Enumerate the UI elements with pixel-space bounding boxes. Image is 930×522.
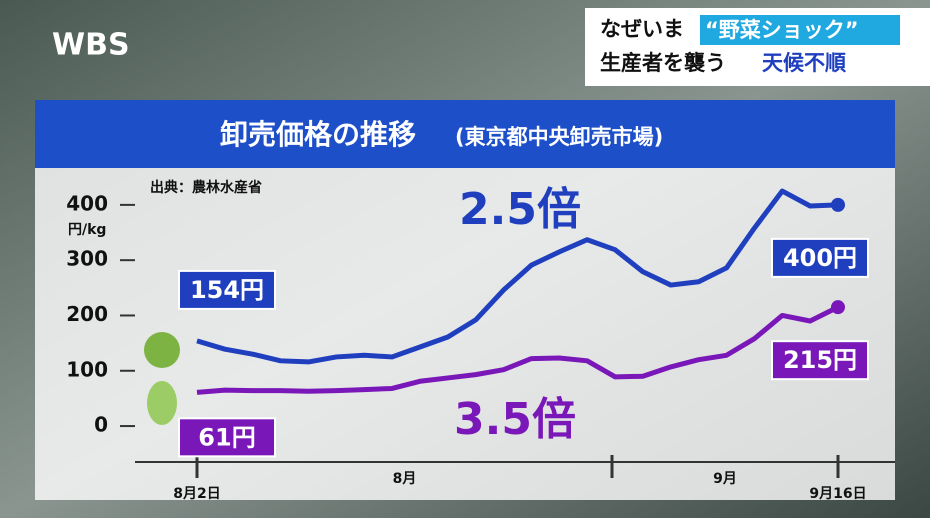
headline-highlight (700, 15, 900, 45)
value-label: 154円 (190, 276, 264, 304)
x-tick-label: 8月2日 (173, 486, 220, 502)
x-tick-label: 9月16日 (809, 486, 866, 502)
y-tick-label: 300 (66, 247, 108, 271)
chart-subtitle: (東京都中央卸売市場) (455, 125, 663, 149)
title-banner (35, 100, 895, 168)
value-label-box (771, 340, 869, 381)
series-line (196, 188, 839, 365)
y-unit: 円/kg (68, 222, 106, 238)
y-tick-label: 0 (94, 413, 108, 437)
source: 出典：農林水産省 (150, 179, 262, 196)
headline: 生産者を襲う (600, 51, 726, 75)
value-label: 61円 (198, 423, 255, 451)
cabbage-icon (144, 332, 180, 368)
x-section-label: 9月 (713, 471, 737, 487)
headline: “野菜ショック” (705, 18, 859, 42)
x-section-label: 8月 (393, 471, 417, 487)
value-label: 400円 (783, 244, 857, 272)
end-point (831, 300, 845, 315)
value-label-box (771, 237, 869, 278)
series-line (196, 304, 840, 395)
value-label-box (178, 269, 276, 310)
napa-icon (147, 381, 177, 425)
chart-title: 卸売価格の推移 (220, 118, 416, 151)
y-tick-label: 400 (66, 191, 108, 215)
change-label: 2.5倍 (459, 184, 581, 235)
logo: WBS (52, 28, 130, 63)
headline: なぜいま (600, 17, 684, 41)
value-label: 215円 (783, 346, 857, 374)
y-tick-label: 100 (66, 357, 108, 381)
headline: 天候不順 (762, 51, 847, 75)
end-point (831, 197, 845, 212)
y-tick-label: 200 (66, 302, 108, 326)
change-label: 3.5倍 (454, 394, 576, 445)
value-label-box (178, 417, 276, 458)
